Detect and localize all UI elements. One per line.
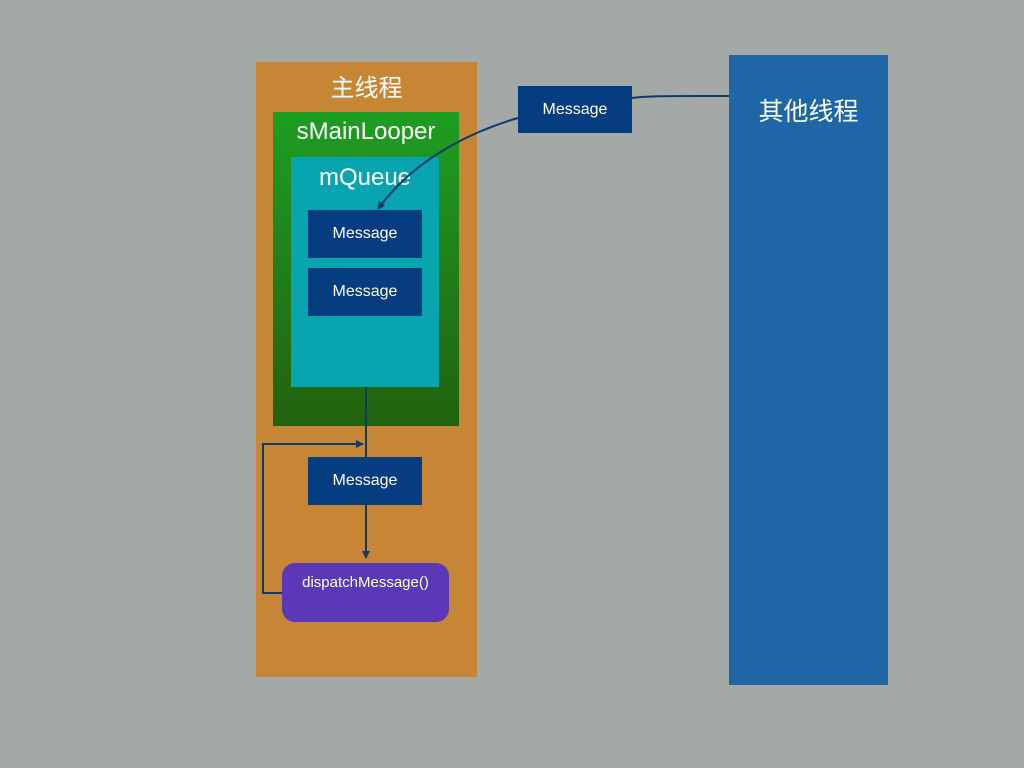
loop-back-arrow <box>262 440 364 594</box>
queue-message-2: Message <box>308 268 422 316</box>
dequeued-message: Message <box>308 457 422 505</box>
dispatch-message-node: dispatchMessage() <box>282 563 449 622</box>
incoming-message: Message <box>518 86 632 133</box>
looper-title: sMainLooper <box>296 118 436 145</box>
other-thread-title: 其他线程 <box>758 97 859 126</box>
other-thread-box <box>729 55 888 685</box>
other-thread-to-message-line <box>631 95 729 99</box>
main-thread-title: 主线程 <box>330 74 403 102</box>
enqueue-arrow <box>377 117 519 210</box>
queue-message-1: Message <box>308 210 422 258</box>
